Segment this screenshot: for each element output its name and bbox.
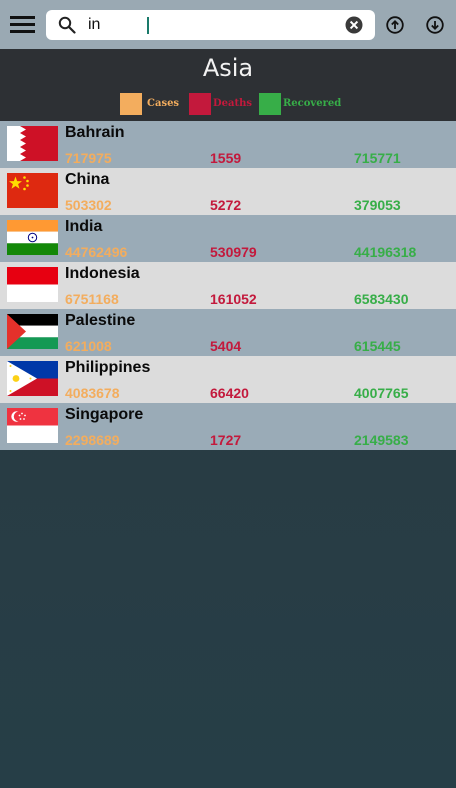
- recovered-value: 4007765: [354, 385, 409, 401]
- country-name: Philippines: [65, 359, 151, 376]
- recovered-value: 615445: [354, 338, 401, 354]
- scroll-down-icon[interactable]: [426, 16, 444, 34]
- country-row-palestine[interactable]: Palestine 621008 5404 615445: [0, 309, 456, 356]
- cases-value: 4083678: [65, 385, 120, 401]
- country-name: Palestine: [65, 312, 136, 329]
- country-row-india[interactable]: India 44762496 530979 44196318: [0, 215, 456, 262]
- country-name: Indonesia: [65, 265, 140, 282]
- deaths-value: 1559: [210, 150, 242, 166]
- legend-label-recovered: Recovered: [283, 98, 342, 109]
- legend-label-deaths: Deaths: [213, 98, 253, 109]
- cases-value: 621008: [65, 338, 112, 354]
- country-row-philippines[interactable]: Philippines 4083678 66420 4007765: [0, 356, 456, 403]
- recovered-value: 2149583: [354, 432, 409, 448]
- search-icon: [58, 16, 76, 34]
- region-title: Asia: [202, 54, 254, 82]
- country-name: China: [65, 171, 110, 188]
- country-name: Singapore: [65, 406, 144, 423]
- palestine-flag: [7, 314, 58, 349]
- legend-label-cases: Cases: [147, 98, 180, 109]
- recovered-value: 6583430: [354, 291, 409, 307]
- clear-search-icon[interactable]: [345, 16, 363, 34]
- text-caret: [147, 17, 149, 34]
- philippines-flag: [7, 361, 58, 396]
- india-flag: [7, 220, 58, 255]
- legend-swatch-recovered: [259, 93, 281, 115]
- cases-value: 503302: [65, 197, 112, 213]
- search-input[interactable]: [88, 14, 338, 36]
- top-toolbar: [0, 0, 456, 49]
- cases-value: 6751168: [65, 291, 119, 307]
- legend-swatch-deaths: [189, 93, 211, 115]
- region-header: Asia Cases Deaths Recovered: [0, 49, 456, 121]
- country-row-indonesia[interactable]: Indonesia 6751168 161052 6583430: [0, 262, 456, 309]
- country-row-bahrain[interactable]: Bahrain 717975 1559 715771: [0, 121, 456, 168]
- bahrain-flag: [7, 126, 58, 161]
- singapore-flag: [7, 408, 58, 443]
- country-list: Bahrain 717975 1559 715771 China 503302 …: [0, 121, 456, 450]
- legend-swatch-cases: [120, 93, 142, 115]
- cases-value: 717975: [65, 150, 112, 166]
- deaths-value: 5404: [210, 338, 242, 354]
- recovered-value: 715771: [354, 150, 401, 166]
- country-name: India: [65, 218, 103, 235]
- cases-value: 44762496: [65, 244, 128, 260]
- cases-value: 2298689: [65, 432, 120, 448]
- country-row-china[interactable]: China 503302 5272 379053: [0, 168, 456, 215]
- country-name: Bahrain: [65, 124, 125, 141]
- menu-icon[interactable]: [10, 14, 35, 36]
- search-box[interactable]: [46, 10, 375, 40]
- deaths-value: 1727: [210, 432, 242, 448]
- deaths-value: 161052: [210, 291, 257, 307]
- recovered-value: 379053: [354, 197, 401, 213]
- indonesia-flag: [7, 267, 58, 302]
- scroll-up-icon[interactable]: [386, 16, 404, 34]
- deaths-value: 5272: [210, 197, 242, 213]
- deaths-value: 530979: [210, 244, 257, 260]
- china-flag: [7, 173, 58, 208]
- recovered-value: 44196318: [354, 244, 417, 260]
- country-row-singapore[interactable]: Singapore 2298689 1727 2149583: [0, 403, 456, 450]
- deaths-value: 66420: [210, 385, 249, 401]
